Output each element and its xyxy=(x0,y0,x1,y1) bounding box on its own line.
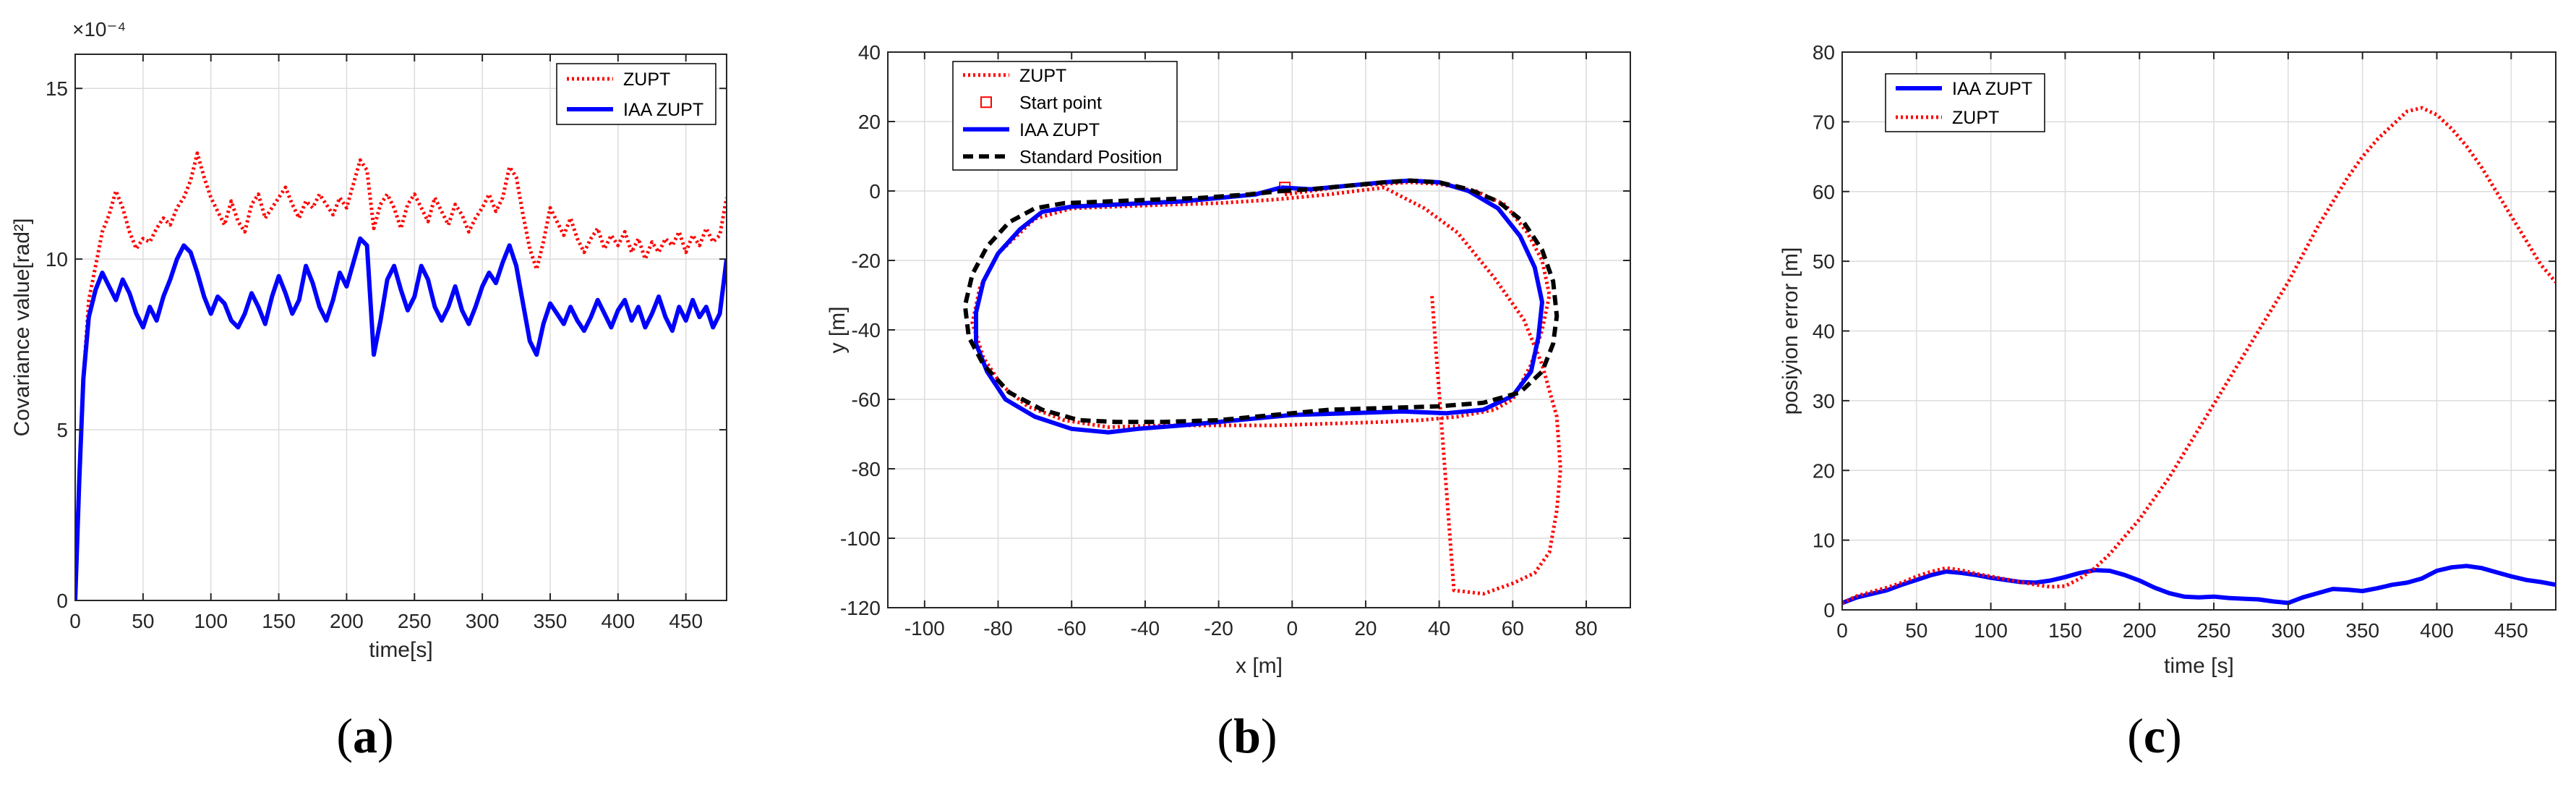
y-tick-label: 10 xyxy=(1813,530,1835,552)
series-group xyxy=(75,151,727,600)
y-tick-label: 10 xyxy=(46,248,68,271)
chart-panel-c: 0 50 100 150 200 250 300 350 400 450 0 10 20 30 40 50 60… xyxy=(1779,41,2556,678)
x-tick-label: 0 xyxy=(69,610,81,632)
legend-label: Start point xyxy=(1019,93,1102,113)
x-tick-label: 400 xyxy=(601,610,635,632)
x-tick-label: -100 xyxy=(904,617,945,640)
y-axis-label: y [m] xyxy=(826,307,850,354)
x-tick-label: -80 xyxy=(983,617,1012,640)
y-axis-label: Covariance value[rad²] xyxy=(10,218,34,437)
x-tick-label: 350 xyxy=(534,610,568,632)
x-tick-label: 300 xyxy=(466,610,500,632)
y-tick-label: -80 xyxy=(852,458,881,480)
x-tick-label: 80 xyxy=(1575,617,1597,640)
legend-label: IAA ZUPT xyxy=(1952,79,2032,99)
x-axis-label: time[s] xyxy=(369,638,432,662)
x-tick-label: 50 xyxy=(132,610,154,632)
series-iaa-zupt-line xyxy=(1842,564,2556,606)
series-iaa-zupt-line xyxy=(75,236,727,600)
series-group xyxy=(1842,106,2556,606)
x-tick-label: 200 xyxy=(2123,619,2157,642)
legend-label: ZUPT xyxy=(1952,108,1999,128)
y-tick-label: 70 xyxy=(1813,111,1835,133)
legend-label: Standard Position xyxy=(1019,147,1162,167)
x-tick-label: 450 xyxy=(2494,619,2528,642)
chart-panel-a: 0 50 100 150 200 250 300 350 400 450 0 5 10 15 time[s]… xyxy=(10,18,727,662)
x-tick-label: 20 xyxy=(1354,617,1377,640)
axes-box xyxy=(74,54,727,601)
legend-box xyxy=(1885,73,2045,132)
y-tick-label: 20 xyxy=(858,111,881,133)
caption-a: (a) xyxy=(336,708,393,763)
y-tick-label: 0 xyxy=(869,180,881,203)
series-zupt-line xyxy=(75,151,727,600)
x-tick-label: 100 xyxy=(194,610,228,632)
y-tick-label: -60 xyxy=(852,388,881,411)
x-axis-label: x [m] xyxy=(1236,654,1283,678)
x-tick-label: 150 xyxy=(2048,619,2082,642)
y-tick-label: 0 xyxy=(56,590,68,612)
legend-box xyxy=(952,61,1178,171)
plot-area xyxy=(75,54,727,600)
x-tick-label: 0 xyxy=(1836,619,1848,642)
x-tick-label: 150 xyxy=(262,610,296,632)
x-tick-label: 50 xyxy=(1905,619,1927,642)
x-tick-label: 200 xyxy=(330,610,364,632)
caption-c: (c) xyxy=(2127,708,2182,763)
y-tick-label: -100 xyxy=(840,527,881,550)
y-tick-label: 20 xyxy=(1813,459,1835,482)
series-group xyxy=(962,178,1562,596)
y-tick-label: 15 xyxy=(46,77,68,100)
legend-marker-start-point xyxy=(980,96,992,109)
legend-label: IAA ZUPT xyxy=(1019,120,1100,140)
x-tick-label: 450 xyxy=(669,610,703,632)
x-tick-label: -60 xyxy=(1057,617,1086,640)
y-tick-label: 0 xyxy=(1823,599,1835,621)
x-tick-label: 300 xyxy=(2272,619,2306,642)
series-iaa-zupt-line xyxy=(974,178,1544,435)
y-tick-label: 80 xyxy=(1813,41,1835,64)
x-tick-label: 250 xyxy=(398,610,432,632)
x-axis-label: time [s] xyxy=(2164,654,2234,678)
x-tick-label: 40 xyxy=(1428,617,1450,640)
caption-b: (b) xyxy=(1217,708,1277,763)
x-tick-label: 60 xyxy=(1502,617,1524,640)
y-exponent-label: ×10⁻⁴ xyxy=(72,18,126,41)
legend-box xyxy=(556,63,716,125)
chart-panel-b: -100 -80 -60 -40 -20 0 20 40 60 80 -120 -100 -80 -60 -… xyxy=(826,41,1631,678)
y-tick-label: 30 xyxy=(1813,390,1835,412)
y-tick-label: -20 xyxy=(852,250,881,272)
legend-label: ZUPT xyxy=(1019,66,1066,86)
x-tick-label: 100 xyxy=(1974,619,2008,642)
y-tick-label: -40 xyxy=(852,319,881,341)
legend-label: IAA ZUPT xyxy=(623,100,703,120)
x-tick-label: -20 xyxy=(1204,617,1233,640)
x-tick-label: 400 xyxy=(2420,619,2454,642)
x-tick-label: 0 xyxy=(1286,617,1298,640)
y-tick-label: -120 xyxy=(840,597,881,619)
x-tick-label: -40 xyxy=(1131,617,1160,640)
y-tick-label: 5 xyxy=(56,419,68,441)
y-tick-label: 40 xyxy=(858,41,881,64)
y-tick-label: 40 xyxy=(1813,320,1835,343)
x-tick-label: 350 xyxy=(2345,619,2379,642)
y-tick-label: 50 xyxy=(1813,250,1835,273)
y-tick-label: 60 xyxy=(1813,181,1835,203)
y-axis-label: posiyion error [m] xyxy=(1779,247,1802,415)
series-standard-position-line xyxy=(962,178,1559,425)
x-tick-label: 250 xyxy=(2197,619,2231,642)
legend-label: ZUPT xyxy=(623,69,670,90)
